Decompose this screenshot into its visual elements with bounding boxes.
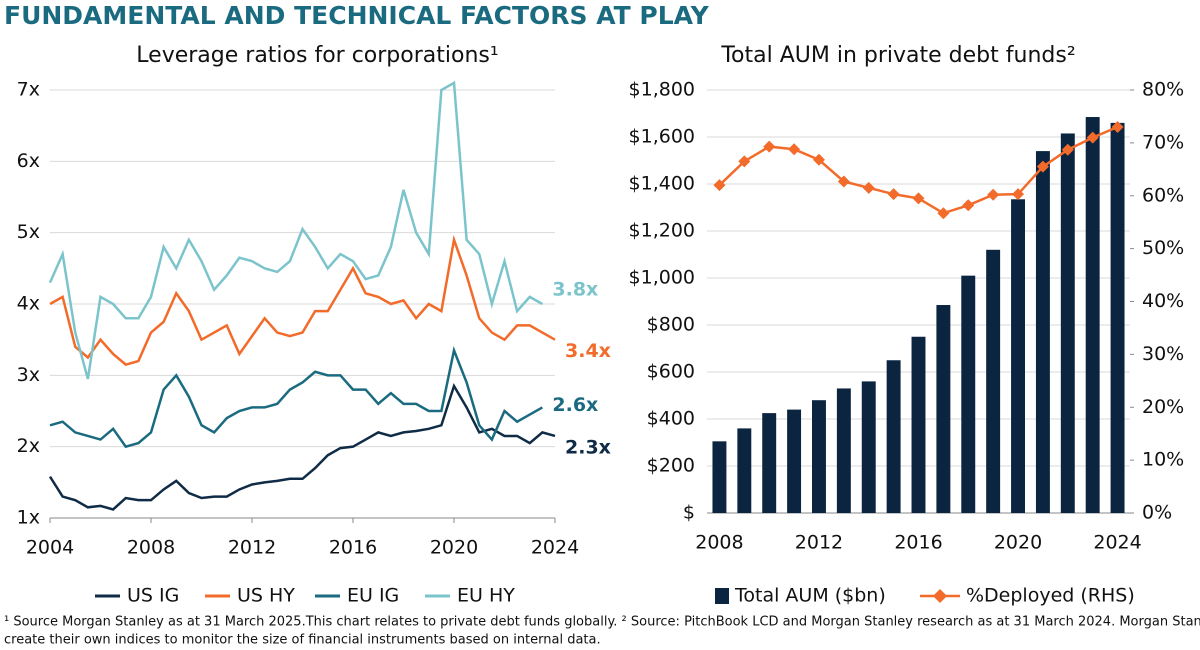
point	[937, 207, 950, 220]
footnote: ¹ Source Morgan Stanley as at 31 March 2…	[4, 615, 1200, 630]
footnote: create their own indices to monitor the …	[4, 633, 601, 648]
point	[862, 181, 875, 194]
point	[1111, 121, 1124, 134]
bar	[787, 409, 802, 513]
bar	[961, 275, 976, 513]
legend-label: EU IG	[347, 585, 399, 607]
y2-tick-label: 60%	[1142, 184, 1184, 206]
point	[1061, 143, 1074, 156]
bar	[1035, 151, 1050, 513]
y-tick-label: $	[683, 502, 695, 524]
header: FUNDAMENTAL AND TECHNICAL FACTORS AT PLA…	[4, 1, 710, 30]
x-tick-label: 2008	[127, 537, 175, 559]
point	[788, 143, 801, 156]
bar	[1060, 133, 1075, 513]
bar	[737, 428, 752, 513]
bar	[886, 360, 901, 513]
point	[713, 179, 726, 192]
x-tick-label: 2012	[228, 537, 276, 559]
bar	[911, 336, 926, 513]
y2-tick-label: 80%	[1142, 79, 1184, 101]
bar	[812, 400, 826, 513]
point	[738, 155, 751, 168]
bar	[1110, 122, 1125, 514]
end-label: 2.3x	[565, 436, 611, 458]
bar	[762, 413, 777, 513]
y-tick-label: 3x	[17, 364, 40, 386]
y2-tick-label: 40%	[1142, 290, 1184, 312]
x-tick-label: 2004	[26, 537, 74, 559]
end-label: 3.4x	[565, 340, 611, 362]
y2-tick-label: 70%	[1142, 131, 1184, 153]
y-tick-label: $1,000	[629, 267, 695, 289]
bar	[836, 388, 851, 513]
y-tick-label: 4x	[17, 293, 40, 315]
y-tick-label: 1x	[17, 507, 40, 529]
x-tick-label: 2012	[795, 532, 843, 554]
series-line	[48, 80, 543, 380]
x-tick-label: 2008	[695, 532, 743, 554]
point	[962, 199, 975, 212]
legend-swatch	[715, 588, 729, 604]
x-tick-label: 2020	[994, 532, 1042, 554]
point	[887, 188, 900, 201]
bar	[986, 249, 1001, 514]
y-tick-label: $1,400	[629, 173, 695, 195]
chart-title: Leverage ratios for corporations¹	[136, 43, 498, 68]
y-tick-label: 7x	[17, 79, 40, 101]
bar	[861, 381, 876, 513]
x-tick-label: 2024	[531, 537, 579, 559]
point	[837, 175, 850, 188]
x-tick-label: 2016	[329, 537, 377, 559]
y-tick-label: $800	[647, 314, 695, 336]
legend-label: EU HY	[457, 585, 515, 607]
y-tick-label: $1,200	[629, 220, 695, 242]
x-tick-label: 2016	[894, 532, 942, 554]
y-tick-label: 2x	[17, 435, 40, 457]
point	[812, 153, 825, 166]
legend-label: %Deployed (RHS)	[966, 585, 1135, 607]
y-tick-label: $1,800	[629, 79, 695, 101]
bar	[1085, 117, 1100, 514]
point	[987, 188, 1000, 201]
series-line	[49, 346, 543, 449]
series-line	[48, 383, 556, 511]
y2-tick-label: 20%	[1142, 396, 1184, 418]
legend-label: US HY	[237, 585, 295, 607]
y-tick-label: $200	[647, 455, 695, 477]
y-tick-label: 5x	[17, 221, 40, 243]
bar	[712, 441, 727, 513]
y2-tick-label: 50%	[1142, 237, 1184, 259]
bar	[936, 305, 951, 513]
y2-tick-label: 30%	[1142, 343, 1184, 365]
series-line	[49, 234, 556, 367]
y2-tick-label: 10%	[1142, 449, 1184, 471]
legend-label: Total AUM ($bn)	[734, 585, 886, 607]
x-tick-label: 2024	[1093, 532, 1141, 554]
point	[1086, 131, 1099, 144]
y-tick-label: 6x	[17, 150, 40, 172]
x-tick-label: 2020	[430, 537, 478, 559]
chart-title: Total AUM in private debt funds²	[720, 43, 1075, 68]
bar	[1011, 199, 1025, 513]
y-tick-label: $1,600	[629, 126, 695, 148]
point	[1036, 160, 1049, 173]
end-label: 3.8x	[552, 279, 598, 301]
y-tick-label: $400	[647, 408, 695, 430]
point	[1012, 188, 1025, 201]
legend-label: US IG	[127, 585, 179, 607]
end-label: 2.6x	[552, 394, 598, 416]
point	[763, 140, 776, 153]
y-tick-label: $600	[647, 361, 695, 383]
point	[912, 192, 925, 205]
legend-swatch	[933, 589, 947, 603]
y2-tick-label: 0%	[1142, 502, 1172, 524]
